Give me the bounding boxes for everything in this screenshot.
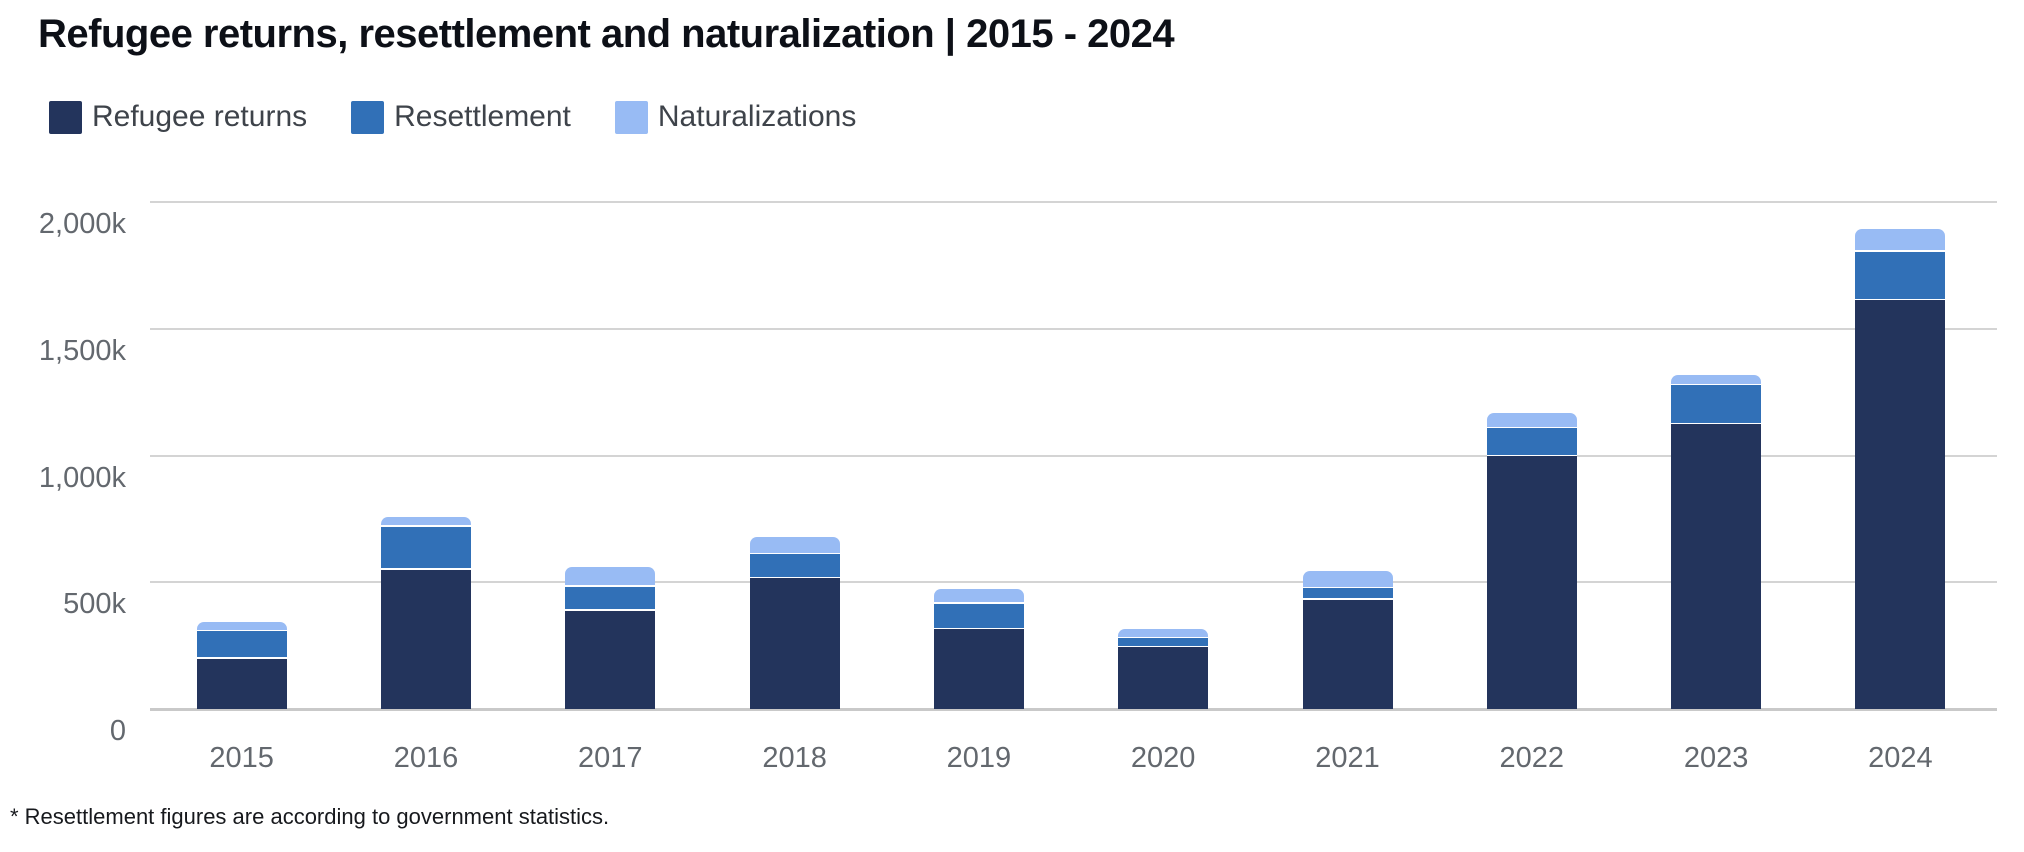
legend-label: Refugee returns [92,100,308,133]
y-tick-label-2000k: 2,000k [38,208,126,240]
bar-segment-separator [1671,421,1762,425]
bar-segment-refugee-returns-2021[interactable] [1302,598,1393,709]
bar-segment-refugee-returns-2017[interactable] [565,609,656,709]
bar-segment-resettlement-2015[interactable] [196,629,287,658]
bar-2022 [1486,413,1577,709]
bar-segment-resettlement-2023[interactable] [1671,383,1762,423]
bar-segment-naturalizations-2019[interactable] [933,588,1024,603]
x-tick-label-2022: 2022 [1499,742,1565,774]
bar-segment-resettlement-2021[interactable] [1302,586,1393,599]
chart-footnote: * Resettlement figures are according to … [10,804,610,829]
bar-segment-separator [933,600,1024,604]
bar-segment-separator [196,628,287,632]
bar-segment-naturalizations-2015[interactable] [196,621,287,630]
legend-label: Naturalizations [657,100,857,133]
bar-segment-resettlement-2024[interactable] [1855,250,1946,299]
bar-segment-naturalizations-2018[interactable] [749,537,840,553]
bar-2020 [1118,629,1209,709]
bar-2017 [565,566,656,709]
bar-segment-separator [1118,644,1209,648]
bar-segment-naturalizations-2023[interactable] [1671,375,1762,384]
x-tick-label-2020: 2020 [1130,742,1196,774]
bar-segment-naturalizations-2024[interactable] [1855,228,1946,251]
chart-legend: Refugee returns Resettlement Naturalizatio… [49,100,856,134]
bar-segment-resettlement-2017[interactable] [565,585,656,610]
legend-swatch-resettlement [351,100,385,134]
legend-item-resettlement[interactable]: Resettlement [351,100,571,134]
legend-swatch-refugee-returns [49,100,82,134]
bar-2015 [196,621,287,709]
bar-segment-separator [196,655,287,659]
x-tick-label-2015: 2015 [209,742,274,774]
bar-segment-separator [381,523,471,527]
bar-segment-separator [1671,382,1762,386]
gridline-1000k [150,454,1997,457]
bar-segment-refugee-returns-2018[interactable] [749,576,840,709]
bar-segment-resettlement-2018[interactable] [749,552,840,577]
bar-segment-naturalizations-2022[interactable] [1486,413,1577,427]
gridline-0 [150,708,1997,711]
bar-segment-refugee-returns-2020[interactable] [1118,645,1209,709]
bar-segment-separator [1302,585,1393,589]
bar-segment-refugee-returns-2015[interactable] [196,657,287,709]
bar-2019 [933,588,1024,709]
bar-segment-refugee-returns-2016[interactable] [381,568,471,709]
stacked-bar-plot-area [150,201,1997,711]
x-tick-label-2017: 2017 [578,742,643,774]
bar-segment-separator [1855,297,1946,301]
x-tick-label-2016: 2016 [393,742,459,774]
bar-segment-separator [565,607,656,611]
x-tick-label-2018: 2018 [762,742,827,774]
bar-segment-separator [1486,453,1577,456]
bar-segment-separator [1855,248,1946,252]
x-tick-label-2023: 2023 [1683,742,1749,774]
legend-item-refugee-returns[interactable]: Refugee returns [49,100,307,134]
y-tick-label-0: 0 [109,715,126,747]
legend-swatch-naturalizations [614,100,648,134]
bar-segment-separator [381,566,471,570]
bar-segment-resettlement-2020[interactable] [1118,636,1209,646]
gridline-500k [150,581,1997,584]
bar-segment-separator [933,626,1024,630]
bar-2018 [749,537,840,709]
bar-2024 [1855,228,1946,709]
bar-segment-separator [1486,425,1577,429]
x-tick-label-2024: 2024 [1868,742,1933,774]
bar-segment-refugee-returns-2019[interactable] [933,627,1024,709]
bar-segment-resettlement-2019[interactable] [933,602,1024,628]
x-tick-label-2021: 2021 [1315,742,1380,774]
bar-segment-resettlement-2016[interactable] [381,525,471,569]
x-tick-label-2019: 2019 [946,742,1012,774]
bar-2016 [381,517,471,709]
y-tick-label-500k: 500k [63,588,126,621]
bar-segment-naturalizations-2021[interactable] [1302,570,1393,587]
bar-segment-refugee-returns-2023[interactable] [1671,422,1762,709]
y-tick-label-1500k: 1,500k [38,334,126,367]
legend-item-naturalizations[interactable]: Naturalizations [614,100,857,134]
bar-segment-separator [565,583,656,587]
bar-segment-resettlement-2022[interactable] [1486,426,1577,455]
bar-segment-separator [749,575,840,579]
bar-2021 [1302,570,1393,709]
legend-label: Resettlement [394,100,571,133]
gridline-2000k [150,201,1997,203]
bar-segment-refugee-returns-2022[interactable] [1486,454,1577,709]
chart-title: Refugee returns, resettlement and natura… [38,12,1175,56]
gridline-1500k [150,327,1997,330]
bar-segment-naturalizations-2016[interactable] [381,517,471,526]
bar-2023 [1671,375,1762,709]
y-tick-label-1000k: 1,000k [38,461,126,494]
bar-segment-separator [749,551,840,555]
bar-segment-refugee-returns-2024[interactable] [1855,298,1946,709]
bar-segment-separator [1302,596,1393,600]
bar-segment-separator [1118,635,1209,638]
bar-segment-naturalizations-2020[interactable] [1118,629,1209,637]
bar-segment-naturalizations-2017[interactable] [565,566,656,586]
